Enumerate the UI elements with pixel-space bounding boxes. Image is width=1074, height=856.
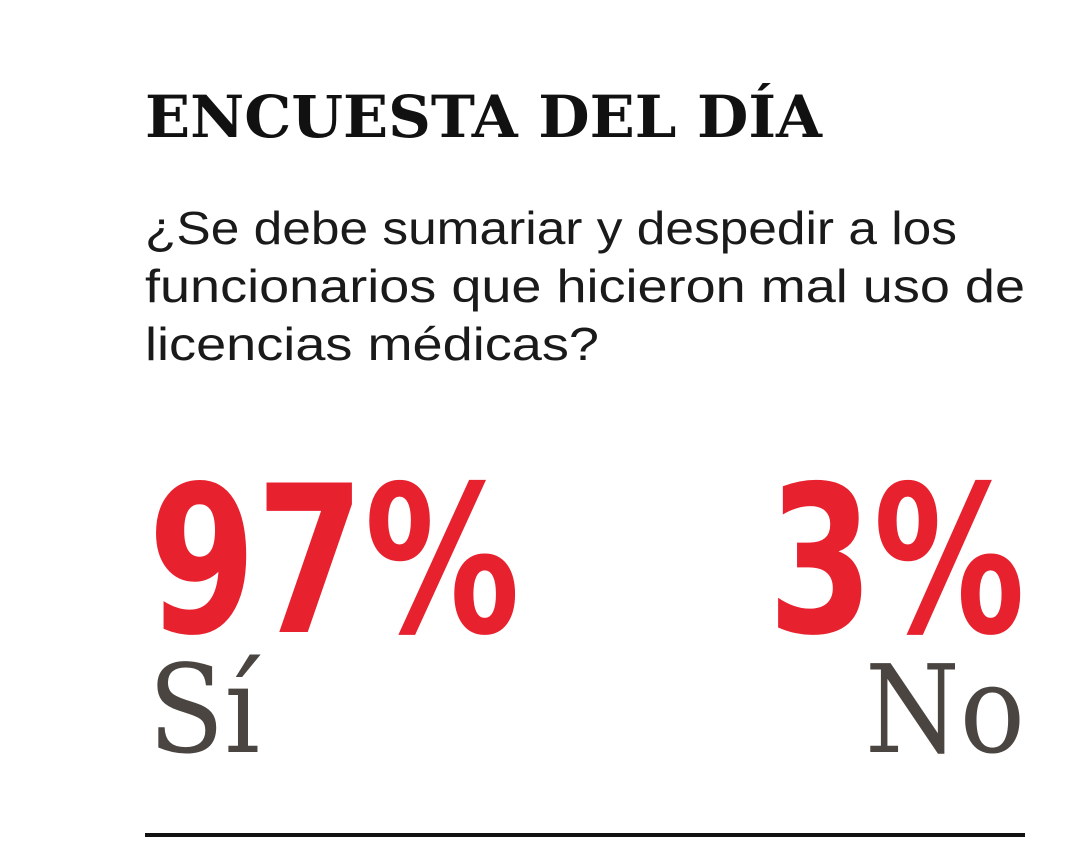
percent: 97% xyxy=(148,443,520,681)
question-line: licencias médicas? xyxy=(145,318,599,370)
question-line: funcionarios que hicieron mal uso de xyxy=(145,260,1025,312)
percent: 3% xyxy=(768,443,1025,681)
question-line: ¿Se debe sumariar y despedir a los xyxy=(145,202,957,254)
answer-label: Sí xyxy=(148,639,261,781)
answer-label: No xyxy=(865,639,1025,781)
title: ENCUESTA DEL DÍA xyxy=(145,83,823,151)
